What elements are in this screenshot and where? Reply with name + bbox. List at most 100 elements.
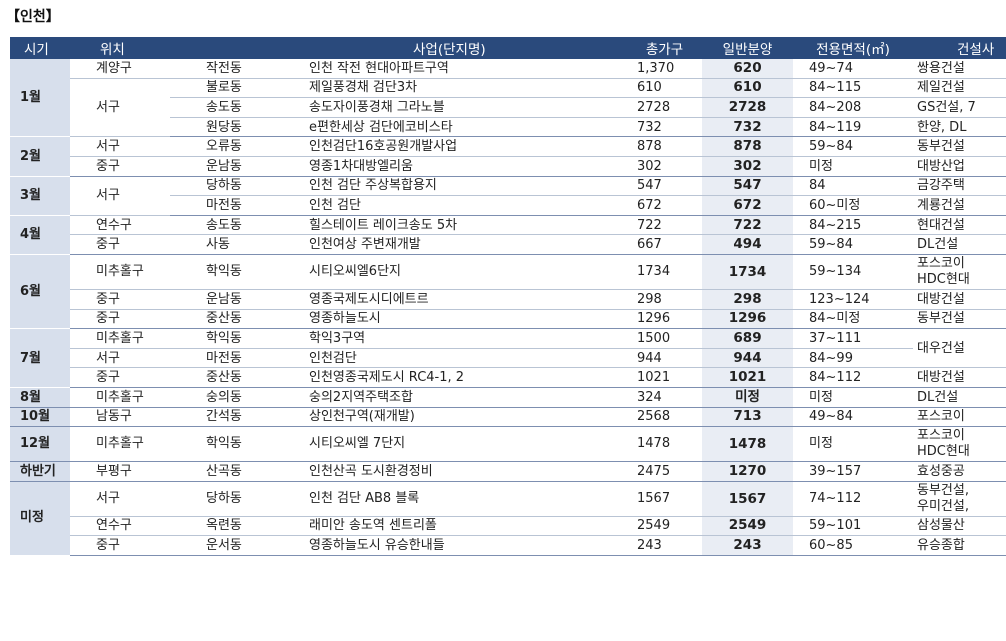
contractor-line: 포스코이: [917, 255, 965, 271]
contractor-cell: 대방산업: [913, 156, 1006, 177]
total-cell: 610: [627, 78, 702, 99]
area-cell: 59~101: [793, 516, 913, 537]
area-cell: 84~119: [793, 117, 913, 138]
dong-cell: 간석동: [170, 407, 297, 428]
dong-cell: 운남동: [170, 156, 297, 177]
contractor-line: HDC현대: [917, 271, 970, 287]
general-cell: 243: [702, 535, 793, 556]
table-header-row: 시기 위치 사업(단지명) 총가구 일반분양 전용면적(㎡) 건설사: [10, 37, 1006, 59]
contractor-line: HDC현대: [917, 444, 970, 460]
table-row: 마전동 인천 검단 672 672 60~미정 계룡건설: [10, 195, 1006, 216]
area-cell: 123~124: [793, 289, 913, 310]
project-cell: 힐스테이트 레이크송도 5차: [297, 215, 627, 236]
month-cell: 8월: [10, 387, 70, 408]
total-cell: 2475: [627, 461, 702, 482]
contractor-cell: 동부건설: [913, 309, 1006, 330]
total-cell: 302: [627, 156, 702, 177]
contractor-cell: GS건설, 7: [913, 97, 1006, 118]
table-row: 서구 마전동 인천검단 944 944 84~99: [10, 348, 1006, 369]
header-location: 위치: [70, 37, 297, 59]
table-row: 중구 사동 인천여상 주변재개발 667 494 59~84 DL건설: [10, 234, 1006, 255]
general-cell: 1734: [702, 254, 793, 290]
gu-cell: 중구: [70, 367, 170, 388]
contractor-cell: 현대건설: [913, 215, 1006, 236]
contractor-cell: 쌍용건설: [913, 59, 1006, 79]
dong-cell: 중산동: [170, 309, 297, 330]
project-cell: 래미안 송도역 센트리폴: [297, 516, 627, 537]
area-cell: 49~84: [793, 407, 913, 428]
general-cell: 2549: [702, 516, 793, 537]
project-cell: 제일풍경채 검단3차: [297, 78, 627, 99]
month-cell: 2월: [10, 136, 70, 177]
general-cell: 1567: [702, 481, 793, 517]
table-row: 1월 계양구 작전동 인천 작전 현대아파트구역 1,370 620 49~74…: [10, 59, 1006, 138]
area-cell: 60~미정: [793, 195, 913, 216]
month-cell: 하반기: [10, 461, 70, 482]
contractor-line: 포스코이: [917, 428, 965, 444]
contractor-cell: 포스코이: [913, 407, 1006, 428]
gu-cell: 중구: [70, 289, 170, 310]
total-cell: 2728: [627, 97, 702, 118]
table-row: 4월 연수구 송도동 힐스테이트 레이크송도 5차 722 722 84~215…: [10, 215, 1006, 255]
month-cell: 1월: [10, 59, 70, 138]
area-cell: 74~112: [793, 481, 913, 517]
contractor-cell: 유승종합: [913, 535, 1006, 556]
area-cell: 미정: [793, 156, 913, 177]
total-cell: 243: [627, 535, 702, 556]
month-cell: 4월: [10, 215, 70, 255]
month-cell: 7월: [10, 328, 70, 388]
total-cell: 547: [627, 176, 702, 197]
dong-cell: 마전동: [170, 348, 297, 369]
total-cell: 722: [627, 215, 702, 236]
header-period: 시기: [10, 37, 70, 59]
total-cell: 1296: [627, 309, 702, 330]
contractor-cell: 대우건설: [913, 328, 1006, 369]
dong-cell: 당하동: [170, 481, 297, 517]
dong-cell: 학익동: [170, 254, 297, 290]
gu-cell: 미추홀구: [70, 254, 170, 290]
gu-cell: 서구: [70, 78, 170, 138]
table-row: 2월 서구 오류동 인천검단16호공원개발사업 878 878 59~84 동부…: [10, 136, 1006, 177]
total-cell: 732: [627, 117, 702, 138]
dong-cell: 숭의동: [170, 387, 297, 408]
area-cell: 59~84: [793, 234, 913, 255]
area-cell: 84~215: [793, 215, 913, 236]
gu-cell: 서구: [70, 136, 170, 157]
gu-cell: 연수구: [70, 516, 170, 537]
project-cell: 인천여상 주변재개발: [297, 234, 627, 255]
area-cell: 37~111: [793, 328, 913, 349]
dong-cell: 송도동: [170, 215, 297, 236]
table-row: 원당동 e편한세상 검단에코비스타 732 732 84~119 한양, DL: [10, 117, 1006, 138]
general-cell: 302: [702, 156, 793, 177]
general-cell: 2728: [702, 97, 793, 118]
project-cell: 영종하늘도시: [297, 309, 627, 330]
header-area: 전용면적(㎡): [793, 37, 913, 59]
project-cell: e편한세상 검단에코비스타: [297, 117, 627, 138]
area-cell: 84~112: [793, 367, 913, 388]
total-cell: 1,370: [627, 59, 702, 79]
table-row: 하반기 부평구 산곡동 인천산곡 도시환경정비 2475 1270 39~157…: [10, 461, 1006, 482]
area-cell: 84~99: [793, 348, 913, 369]
header-general: 일반분양: [702, 37, 793, 59]
dong-cell: 송도동: [170, 97, 297, 118]
total-cell: 324: [627, 387, 702, 408]
gu-cell: 중구: [70, 156, 170, 177]
dong-cell: 원당동: [170, 117, 297, 138]
dong-cell: 운남동: [170, 289, 297, 310]
section-title: 【인천】: [6, 9, 60, 25]
table-row: 8월 미추홀구 숭의동 숭의2지역주택조합 324 미정 미정 DL건설: [10, 387, 1006, 408]
contractor-cell: 동부건설: [913, 136, 1006, 157]
contractor-line: 우미건설,: [917, 498, 969, 514]
project-cell: 인천검단: [297, 348, 627, 369]
contractor-cell: 제일건설: [913, 78, 1006, 99]
contractor-cell: 대방건설: [913, 289, 1006, 310]
table-row: 연수구 옥련동 래미안 송도역 센트리폴 2549 2549 59~101 삼성…: [10, 516, 1006, 537]
total-cell: 1500: [627, 328, 702, 349]
area-cell: 59~134: [793, 254, 913, 290]
gu-cell: 미추홀구: [70, 426, 170, 463]
gu-cell: 서구: [70, 176, 170, 216]
area-cell: 미정: [793, 387, 913, 408]
gu-cell: 부평구: [70, 461, 170, 482]
area-cell: 59~84: [793, 136, 913, 157]
area-cell: 60~85: [793, 535, 913, 556]
